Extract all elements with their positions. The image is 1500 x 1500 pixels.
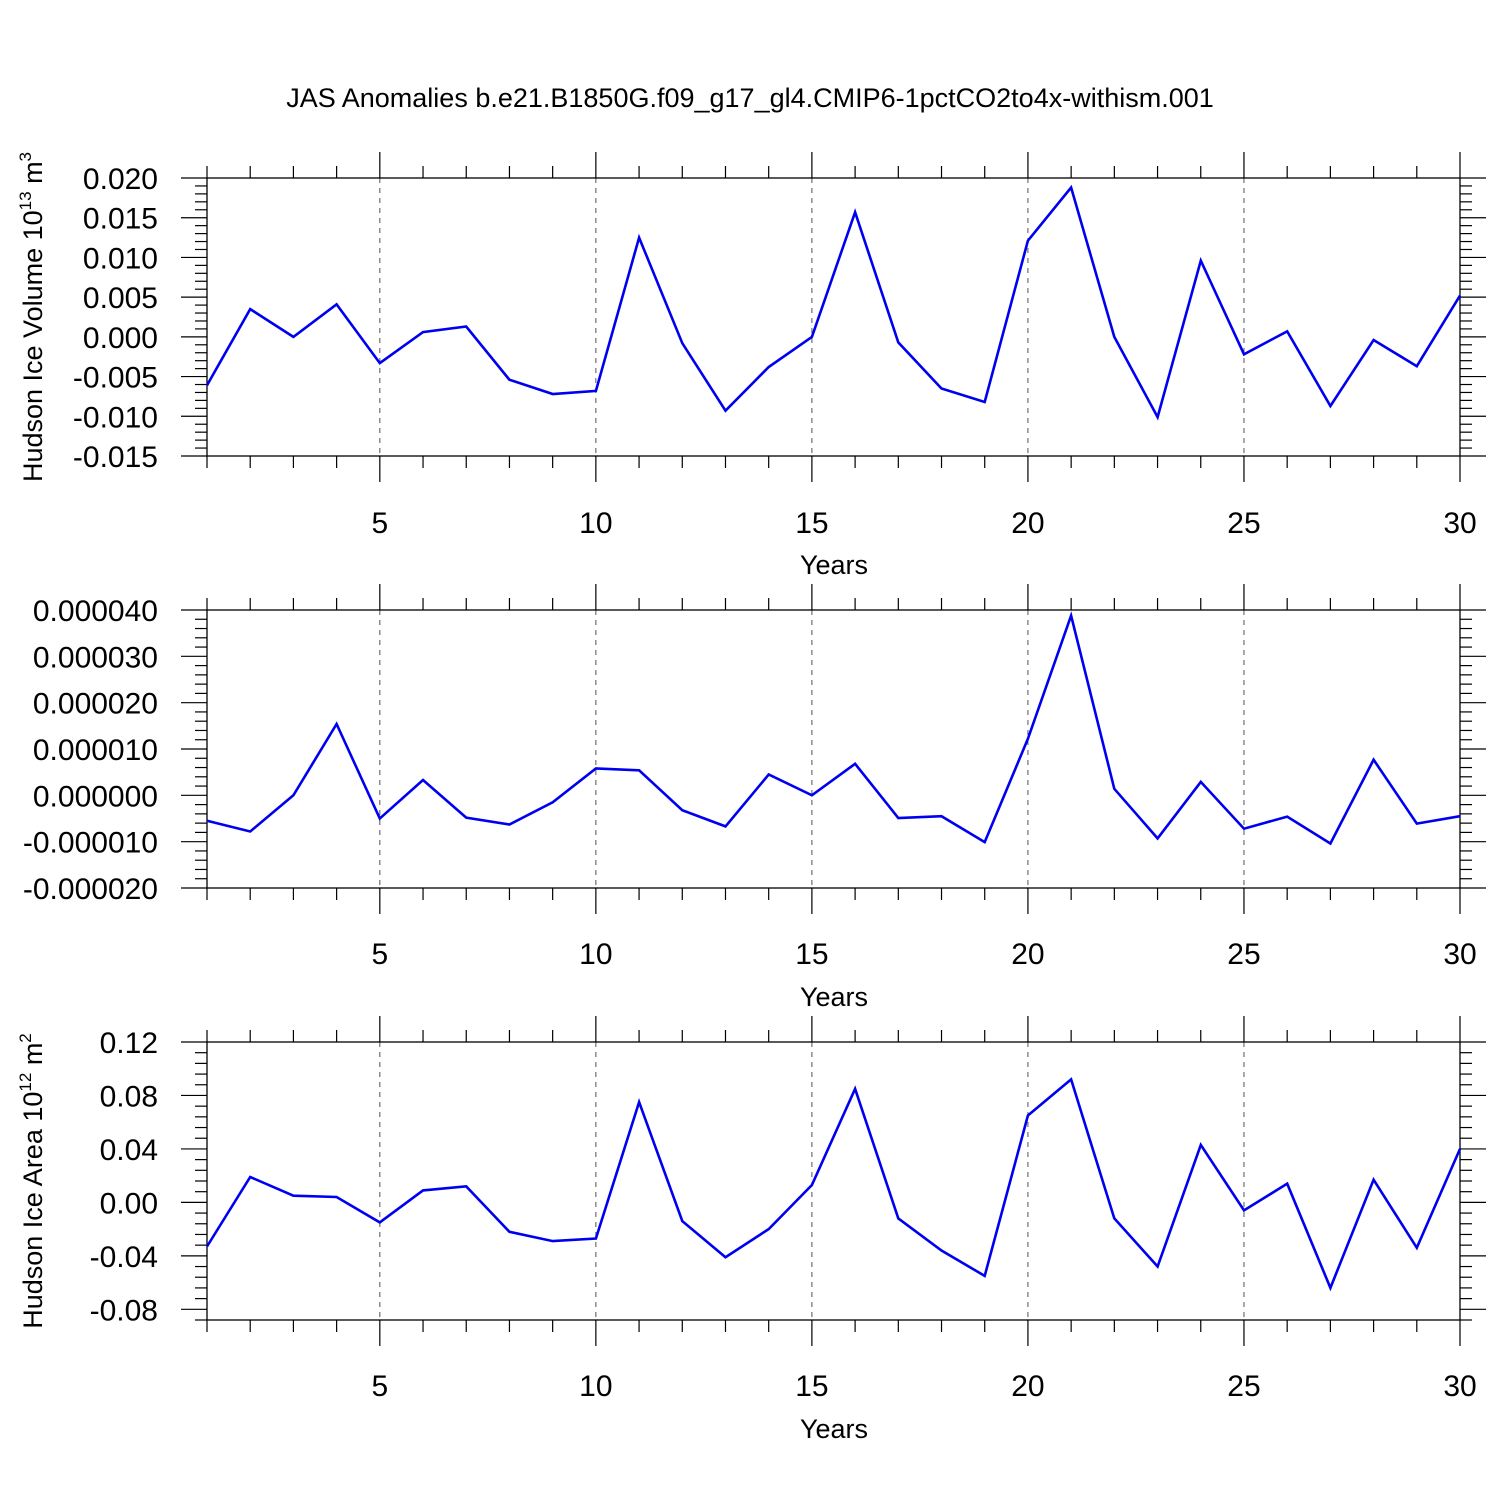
y-tick-label: 0.010 (83, 242, 158, 275)
y-axis-title-unit: m (18, 161, 48, 191)
y-tick-label: 0.005 (83, 282, 158, 315)
x-axis-title: Years (800, 982, 868, 1012)
x-tick-label: 20 (1011, 1370, 1044, 1403)
y-tick-label: 0.08 (100, 1080, 158, 1113)
x-tick-label: 30 (1443, 507, 1476, 540)
x-tick-label: 15 (795, 1370, 828, 1403)
y-tick-label: 0.020 (83, 163, 158, 196)
y-tick-label: -0.08 (90, 1294, 158, 1327)
y-tick-label: 0.00 (100, 1187, 158, 1220)
y-axis-title: Hudson Ice Area 1012 m2 (16, 1033, 48, 1329)
chart-panel-3: 5 10 15 20 25 30 Years -0.08 -0.04 0.00 0.04 0.08 0.… (16, 1016, 1486, 1444)
y-tick-label: -0.005 (73, 362, 158, 395)
y-axis-title: Hudson Ice Volume 1013 m3 (16, 152, 48, 482)
x-axis-title: Years (800, 550, 868, 580)
x-axis-title: Years (800, 1414, 868, 1444)
x-tick-label: 10 (579, 1370, 612, 1403)
x-tick-label: 5 (371, 507, 388, 540)
y-tick-label: 0.000040 (33, 595, 158, 628)
chart-panel-1: 5 10 15 20 25 30 Years -0.015 -0.010 -0.005 0.000 0… (16, 152, 1486, 580)
y-axis-title-text: Hudson Ice Area 10 (18, 1092, 48, 1329)
plot-frame (206, 177, 1461, 457)
x-tick-label: 15 (795, 507, 828, 540)
y-tick-label: 0.000020 (33, 688, 158, 721)
x-tick-label: 25 (1227, 507, 1260, 540)
y-axis-title-unit-exponent: 2 (16, 1033, 35, 1042)
x-tick-label: 20 (1011, 938, 1044, 971)
x-tick-label: 25 (1227, 938, 1260, 971)
y-tick-label: 0.04 (100, 1134, 158, 1167)
y-axis-title-exponent: 13 (16, 191, 35, 210)
x-tick-label: 20 (1011, 507, 1044, 540)
x-tick-label: 30 (1443, 938, 1476, 971)
chart-panel-2: 5 10 15 20 25 30 Years -0.000020 -0.000010 0.0000… (23, 584, 1486, 1012)
y-axis-title-text: Hudson Ice Volume 10 (18, 210, 48, 482)
series-line (205, 184, 1462, 421)
x-tick-label: 5 (371, 1370, 388, 1403)
y-tick-label: 0.000000 (33, 780, 158, 813)
x-tick-label: 10 (579, 938, 612, 971)
y-tick-label: 0.000 (83, 322, 158, 355)
y-tick-label: 0.12 (100, 1027, 158, 1060)
y-tick-label: -0.000020 (23, 873, 158, 906)
x-tick-label: 15 (795, 938, 828, 971)
y-tick-label: 0.000010 (33, 734, 158, 767)
x-tick-label: 30 (1443, 1370, 1476, 1403)
y-tick-label: -0.010 (73, 401, 158, 434)
y-axis-title-exponent: 12 (16, 1073, 35, 1092)
x-tick-label: 25 (1227, 1370, 1260, 1403)
y-tick-label: 0.015 (83, 203, 158, 236)
chart-title: JAS Anomalies b.e21.B1850G.f09_g17_gl4.C… (286, 83, 1214, 113)
x-tick-label: 5 (371, 938, 388, 971)
y-tick-label: -0.000010 (23, 827, 158, 860)
series-line (206, 611, 1461, 846)
y-tick-label: -0.015 (73, 441, 158, 474)
y-axis-title-unit: m (18, 1043, 48, 1073)
series-line (205, 1077, 1462, 1292)
x-tick-label: 10 (579, 507, 612, 540)
y-tick-label: 0.000030 (33, 641, 158, 674)
y-tick-label: -0.04 (90, 1241, 158, 1274)
y-axis-title-unit-exponent: 3 (16, 152, 35, 161)
